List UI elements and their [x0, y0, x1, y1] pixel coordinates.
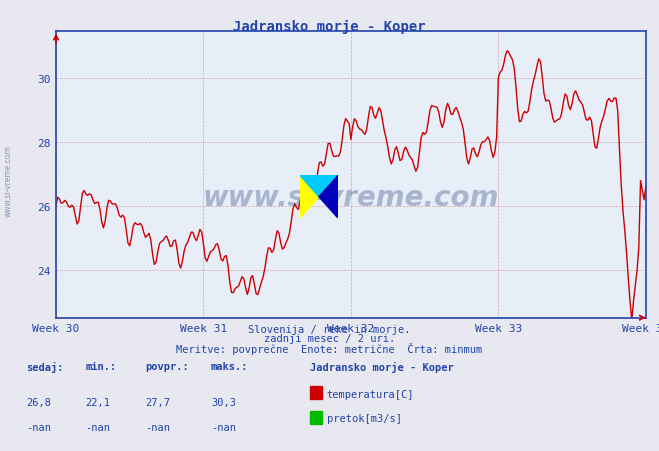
Text: -nan: -nan [26, 422, 51, 432]
Text: sedaj:: sedaj: [26, 361, 64, 372]
Text: Jadransko morje - Koper: Jadransko morje - Koper [233, 20, 426, 34]
Text: Meritve: povprečne  Enote: metrične  Črta: minmum: Meritve: povprečne Enote: metrične Črta:… [177, 342, 482, 354]
Polygon shape [300, 176, 338, 198]
Text: maks.:: maks.: [211, 361, 248, 371]
Text: pretok[m3/s]: pretok[m3/s] [327, 413, 402, 423]
Text: povpr.:: povpr.: [145, 361, 188, 371]
Text: -nan: -nan [145, 422, 170, 432]
Text: Slovenija / reke in morje.: Slovenija / reke in morje. [248, 324, 411, 334]
Text: temperatura[C]: temperatura[C] [327, 390, 415, 400]
Text: min.:: min.: [86, 361, 117, 371]
Text: www.si-vreme.com: www.si-vreme.com [3, 144, 13, 216]
Text: www.si-vreme.com: www.si-vreme.com [203, 184, 499, 212]
Text: zadnji mesec / 2 uri.: zadnji mesec / 2 uri. [264, 333, 395, 343]
Text: -nan: -nan [211, 422, 236, 432]
Text: -nan: -nan [86, 422, 111, 432]
Text: 26,8: 26,8 [26, 397, 51, 407]
Polygon shape [319, 176, 338, 219]
Polygon shape [300, 176, 319, 219]
Text: 27,7: 27,7 [145, 397, 170, 407]
Text: 30,3: 30,3 [211, 397, 236, 407]
Text: 22,1: 22,1 [86, 397, 111, 407]
Text: Jadransko morje - Koper: Jadransko morje - Koper [310, 361, 453, 372]
